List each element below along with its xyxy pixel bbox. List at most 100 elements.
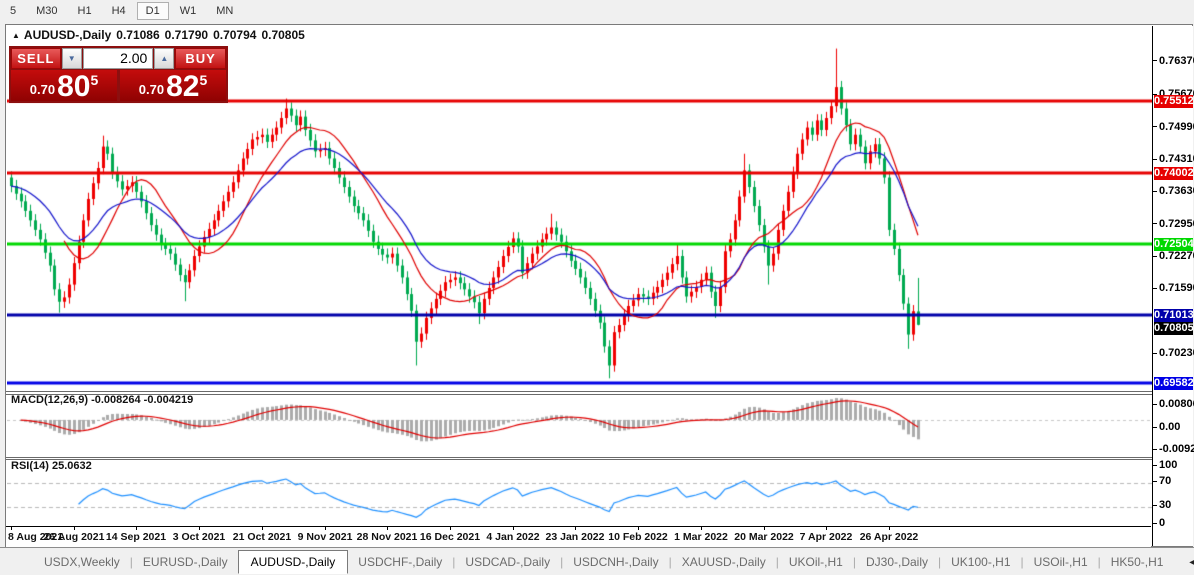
rsi-panel-canvas[interactable] bbox=[7, 460, 1152, 527]
spin-down-icon: ▼ bbox=[67, 54, 76, 63]
date-tick-label: 1 Mar 2022 bbox=[674, 531, 728, 543]
chart-tab-dj30-daily[interactable]: DJ30-,Daily bbox=[865, 554, 928, 569]
date-tick-mark bbox=[387, 527, 388, 530]
axis-tick-mark bbox=[1153, 353, 1157, 354]
tab-scroll-left-icon[interactable]: ◄ bbox=[1187, 556, 1194, 567]
buy-price-sup: 5 bbox=[199, 72, 208, 88]
volume-input[interactable]: 2.00 bbox=[82, 48, 154, 69]
date-tick-mark bbox=[199, 527, 200, 530]
date-tick-mark bbox=[826, 527, 827, 530]
price-level-badge: 0.72504 bbox=[1154, 238, 1194, 251]
axis-tick-mark bbox=[1153, 449, 1157, 450]
sell-price-big: 80 bbox=[57, 70, 91, 103]
rsi-splitter[interactable] bbox=[6, 457, 1192, 460]
timeframe-button-mn[interactable]: MN bbox=[216, 5, 234, 17]
sell-price-prefix: 0.70 bbox=[29, 82, 56, 97]
sell-price-box[interactable]: 0.70 80 5 bbox=[11, 70, 117, 103]
chart-expand-icon[interactable]: ▲ bbox=[12, 31, 20, 40]
axis-tick-mark bbox=[1153, 256, 1157, 257]
volume-increase-button[interactable]: ▲ bbox=[154, 48, 175, 69]
date-tick-mark bbox=[325, 527, 326, 530]
buy-price-box[interactable]: 0.70 82 5 bbox=[120, 70, 226, 103]
chart-tab-xauusd-daily[interactable]: XAUUSD-,Daily bbox=[681, 554, 766, 569]
price-level-badge: 0.69582 bbox=[1154, 377, 1194, 390]
macd-label: MACD(12,26,9) -0.008264 -0.004219 bbox=[11, 394, 194, 406]
buy-button[interactable]: BUY bbox=[175, 48, 226, 69]
price-tick-label: -0.009286 bbox=[1159, 443, 1194, 455]
tab-separator: | bbox=[1097, 554, 1101, 569]
date-tick-mark bbox=[74, 527, 75, 530]
price-axis: 0.763700.756700.749900.743100.736300.729… bbox=[1152, 26, 1194, 546]
timeframe-button-w1[interactable]: W1 bbox=[179, 5, 197, 17]
price-level-badge: 0.71013 bbox=[1154, 309, 1194, 322]
tab-separator: | bbox=[452, 554, 456, 569]
axis-tick-mark bbox=[1153, 404, 1157, 405]
price-level-badge: 0.70805 bbox=[1154, 322, 1194, 335]
date-tick-mark bbox=[575, 527, 576, 530]
date-tick-mark bbox=[450, 527, 451, 530]
timeframe-button-d1[interactable]: D1 bbox=[136, 2, 169, 20]
chart-tab-usdcnh-daily[interactable]: USDCNH-,Daily bbox=[573, 554, 659, 569]
axis-tick-mark bbox=[1153, 288, 1157, 289]
timeframe-button-5[interactable]: 5 bbox=[10, 5, 17, 17]
date-tick-mark bbox=[11, 527, 12, 530]
date-tick-label: 4 Jan 2022 bbox=[486, 531, 540, 543]
price-tick-label: 30 bbox=[1159, 499, 1172, 511]
chart-window: ▲ AUDUSD-,Daily 0.71086 0.71790 0.70794 0.708… bbox=[5, 24, 1194, 547]
date-tick-label: 21 Oct 2021 bbox=[232, 531, 292, 543]
chart-tab-uk100-h1[interactable]: UK100-,H1 bbox=[951, 554, 1011, 569]
timeframe-button-h4[interactable]: H4 bbox=[111, 5, 126, 17]
axis-tick-mark bbox=[1153, 481, 1157, 482]
timeframe-button-h1[interactable]: H1 bbox=[77, 5, 92, 17]
date-tick-mark bbox=[889, 527, 890, 530]
chart-tab-usdx-weekly[interactable]: USDX,Weekly bbox=[44, 554, 120, 569]
axis-tick-mark bbox=[1153, 60, 1157, 61]
chart-tab-usoil-h1[interactable]: USOil-,H1 bbox=[1033, 554, 1088, 569]
ohlc-open: 0.71086 bbox=[116, 28, 160, 42]
tab-separator: | bbox=[852, 554, 856, 569]
spin-up-icon: ▲ bbox=[160, 54, 169, 63]
chart-tab-audusd-daily[interactable]: AUDUSD-,Daily bbox=[237, 549, 349, 574]
ohlc-close: 0.70805 bbox=[261, 28, 305, 42]
date-tick-label: 16 Dec 2021 bbox=[419, 531, 481, 543]
date-tick-mark bbox=[262, 527, 263, 530]
one-click-trading-panel: SELL ▼ 2.00 ▲ BUY 0.70 80 5 0.70 82 5 bbox=[9, 46, 228, 103]
date-tick-label: 3 Oct 2021 bbox=[172, 531, 226, 543]
buy-price-prefix: 0.70 bbox=[138, 82, 165, 97]
price-tick-label: 70 bbox=[1159, 475, 1172, 487]
chart-tab-eurusd-daily[interactable]: EURUSD-,Daily bbox=[142, 554, 228, 569]
chart-tab-usdchf-daily[interactable]: USDCHF-,Daily bbox=[358, 554, 443, 569]
tab-separator: | bbox=[1020, 554, 1024, 569]
axis-tick-mark bbox=[1153, 159, 1157, 160]
chart-tab-bar: USDX,Weekly | EURUSD-,Daily AUDUSD-,Daily US… bbox=[0, 547, 1194, 575]
tab-separator: | bbox=[560, 554, 564, 569]
axis-tick-mark bbox=[1153, 126, 1157, 127]
buy-price-big: 82 bbox=[166, 70, 200, 103]
date-tick-label: 9 Nov 2021 bbox=[297, 531, 353, 543]
sell-price-sup: 5 bbox=[90, 72, 99, 88]
sell-button[interactable]: SELL bbox=[11, 48, 61, 69]
timeframe-button-m30[interactable]: M30 bbox=[36, 5, 58, 17]
chart-tab-hk50-h1[interactable]: HK50-,H1 bbox=[1110, 554, 1164, 569]
date-tick-mark bbox=[513, 527, 514, 530]
date-tick-label: 10 Feb 2022 bbox=[608, 531, 668, 543]
macd-splitter[interactable] bbox=[6, 391, 1192, 395]
volume-decrease-button[interactable]: ▼ bbox=[61, 48, 82, 69]
chart-tab-ukoil-h1[interactable]: UKOil-,H1 bbox=[788, 554, 843, 569]
ohlc-low: 0.70794 bbox=[213, 28, 257, 42]
date-tick-label: 28 Nov 2021 bbox=[356, 531, 418, 543]
chart-tab-usdcad-daily[interactable]: USDCAD-,Daily bbox=[465, 554, 551, 569]
timeframe-toolbar: 5 M30 H1 H4 D1 W1 MN bbox=[0, 0, 1194, 22]
macd-panel-canvas[interactable] bbox=[7, 395, 1152, 457]
price-tick-label: 0.00 bbox=[1159, 421, 1181, 433]
date-tick-mark bbox=[136, 527, 137, 530]
